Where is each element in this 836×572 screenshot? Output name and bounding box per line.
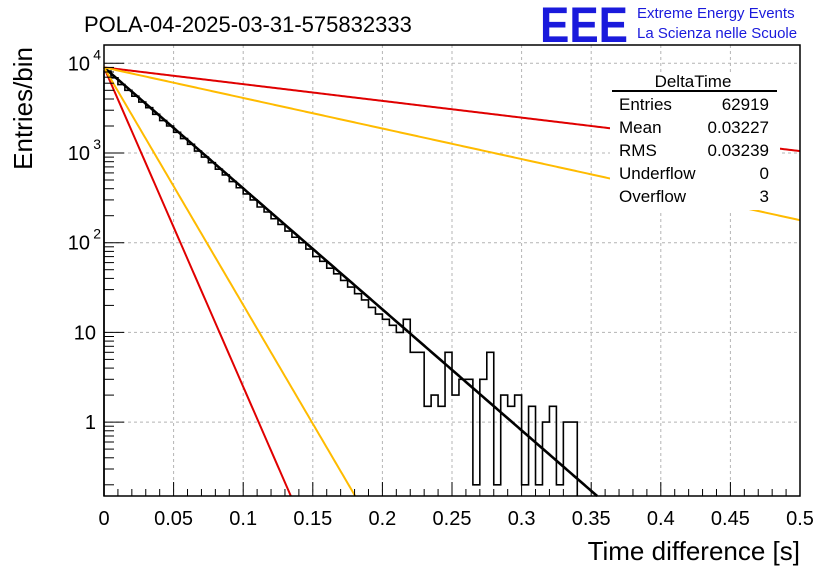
stats-box: DeltaTime Entries 62919 Mean 0.03227 RMS… [610, 72, 780, 210]
stats-mean-value: 0.03227 [708, 118, 769, 137]
x-axis-ticks: 0 0.05 0.1 0.15 0.2 0.25 0.3 0.35 0.4 0.45 0.5 [98, 482, 814, 530]
fit-curve-2 [103, 66, 357, 497]
stats-entries-label: Entries [619, 95, 672, 114]
stats-rms-label: RMS [619, 141, 657, 160]
y-tick-label: 10 [68, 143, 90, 165]
y-tick-label: 10 [68, 53, 90, 75]
x-tick-label: 0.45 [711, 508, 750, 530]
stats-overflow-value: 3 [760, 187, 769, 206]
y-tick-exponent: 2 [93, 226, 101, 242]
chart-title: POLA-04-2025-03-31-575832333 [84, 12, 412, 37]
stats-overflow-label: Overflow [619, 187, 687, 206]
eee-logo: EEE Extreme Energy Events La Scienza nel… [540, 0, 797, 53]
x-tick-label: 0.1 [229, 508, 257, 530]
eee-logo-mark: EEE [540, 0, 628, 53]
stats-mean-label: Mean [619, 118, 662, 137]
y-tick-label: 10 [74, 322, 96, 344]
stats-rms-value: 0.03239 [708, 141, 769, 160]
x-tick-label: 0.4 [647, 508, 675, 530]
y-tick-exponent: 4 [93, 46, 101, 62]
stats-entries-value: 62919 [722, 95, 769, 114]
x-tick-label: 0.25 [433, 508, 472, 530]
fit-curve-0 [103, 66, 598, 497]
stats-underflow-value: 0 [760, 164, 769, 183]
stats-title: DeltaTime [655, 72, 732, 91]
x-tick-label: 0.35 [572, 508, 611, 530]
y-tick-label: 10 [68, 233, 90, 255]
x-tick-label: 0.5 [786, 508, 814, 530]
fit-curve-1 [103, 67, 292, 497]
x-tick-label: 0.05 [154, 508, 193, 530]
x-tick-label: 0.3 [508, 508, 536, 530]
x-tick-label: 0 [98, 508, 109, 530]
x-axis-label: Time difference [s] [588, 536, 800, 566]
y-tick-exponent: 3 [93, 136, 101, 152]
stats-box-background [610, 72, 780, 210]
y-axis-label: Entries/bin [8, 47, 38, 170]
stats-underflow-label: Underflow [619, 164, 696, 183]
eee-logo-line2: La Scienza nelle Scuole [637, 25, 797, 42]
eee-logo-line1: Extreme Energy Events [637, 5, 795, 22]
x-tick-label: 0.15 [293, 508, 332, 530]
x-tick-label: 0.2 [368, 508, 396, 530]
y-tick-label: 1 [85, 412, 96, 434]
